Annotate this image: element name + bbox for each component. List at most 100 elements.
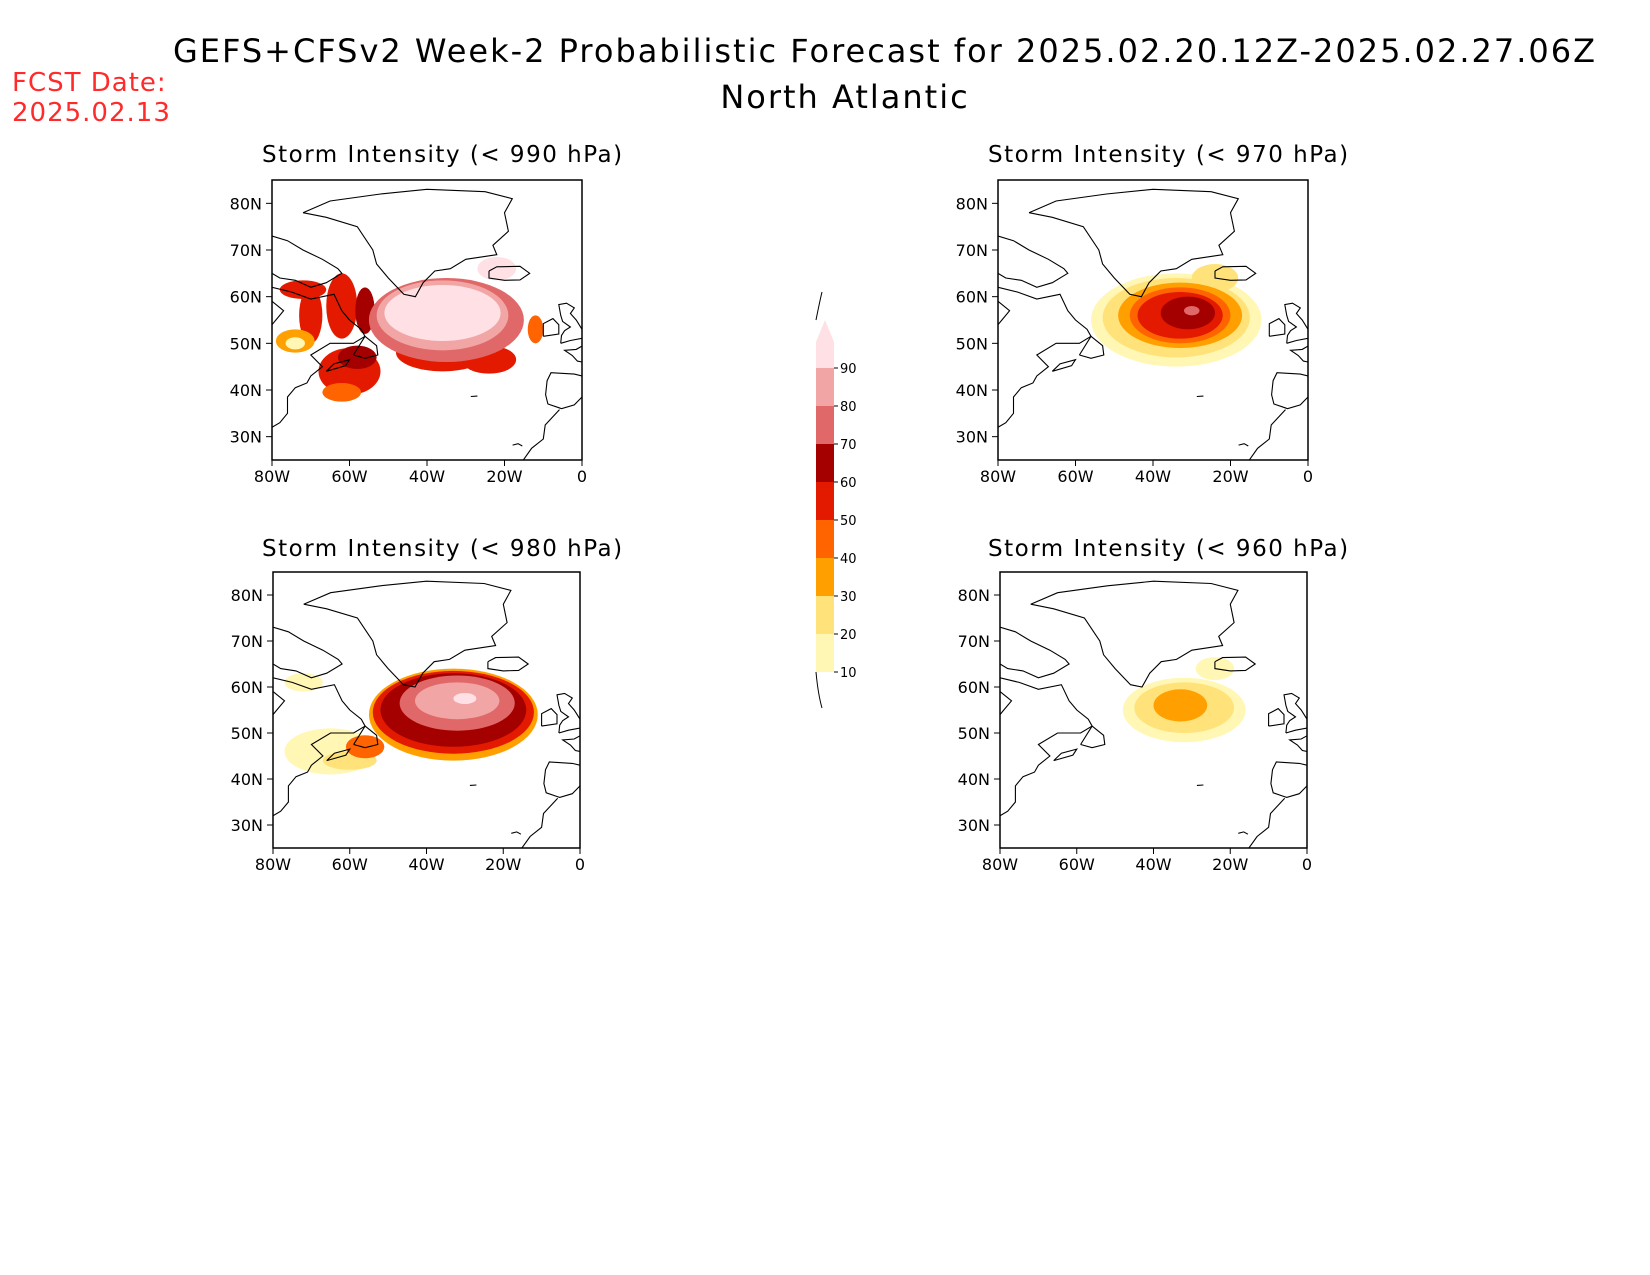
coastlines — [998, 188, 1336, 460]
lat-tick-label: 80N — [958, 586, 990, 605]
lat-tick-label: 40N — [956, 381, 988, 400]
coastline-iceland — [488, 265, 531, 281]
probability-field — [275, 257, 544, 402]
colorbar-arrow-top — [815, 291, 823, 321]
coastline-norway — [1327, 287, 1336, 306]
probability-cell-1 — [299, 287, 323, 344]
coastline-africa — [1248, 797, 1286, 848]
coastline-iberia — [545, 372, 582, 410]
colorbar-segment — [816, 634, 834, 672]
coastline-novascotia — [325, 358, 351, 372]
coastline-baffin — [272, 235, 343, 288]
coastline-newfoundland — [353, 725, 379, 749]
lat-tick-label: 50N — [956, 334, 988, 353]
colorbar-segment — [816, 368, 834, 406]
lat-tick-label: 70N — [956, 241, 988, 260]
probability-cell-15 — [477, 257, 517, 281]
lon-tick-label: 20W — [1212, 855, 1248, 874]
colorbar-segment — [816, 520, 834, 558]
lat-tick-label: 50N — [958, 724, 990, 743]
lon-tick-label: 60W — [332, 855, 368, 874]
lon-tick-label: 20W — [485, 855, 521, 874]
probability-cell-7 — [1184, 306, 1200, 316]
lat-tick-label: 30N — [958, 816, 990, 835]
coastline-uk — [556, 692, 580, 734]
lon-tick-label: 60W — [1059, 855, 1095, 874]
coastline-baffin — [1000, 626, 1070, 679]
lat-tick-label: 80N — [230, 194, 262, 213]
coastlines — [273, 580, 607, 848]
coastline-uk — [1284, 302, 1308, 344]
coastline-newfoundland — [352, 335, 379, 359]
coastline-greenland — [302, 188, 514, 298]
coastline-ireland — [1268, 707, 1285, 727]
lat-tick-label: 40N — [231, 770, 263, 789]
map-panel-960: 80N 70N 60N 50N 40N 30N 80W 60W 40W 20W 0 — [958, 571, 1312, 874]
coastline-hudson — [1000, 691, 1013, 715]
coastline-hudson — [273, 691, 286, 715]
colorbar-segment — [816, 482, 834, 520]
coastline-canaries — [511, 831, 522, 835]
colorbar-arrow-bottom — [815, 671, 823, 709]
coastline-greenland — [303, 580, 512, 688]
figure-title: GEFS+CFSv2 Week-2 Probabilistic Forecast… — [172, 32, 1598, 70]
map-panel-970: 80N 70N 60N 50N 40N 30N 80W 60W 40W 20W 0 — [956, 179, 1313, 486]
lat-tick-label: 40N — [958, 770, 990, 789]
probability-cell-3 — [285, 337, 305, 350]
coastline-labrador — [272, 286, 366, 428]
probability-cell-11 — [527, 315, 544, 344]
probability-cell-7 — [322, 383, 362, 402]
colorbar-label: 10 — [840, 666, 857, 681]
lat-tick-label: 30N — [956, 428, 988, 447]
coastline-norway — [1325, 678, 1334, 696]
probability-cell-14 — [384, 285, 501, 341]
figure-subtitle: North Atlantic — [720, 78, 970, 116]
colorbar-segment — [816, 406, 834, 444]
colorbar-segment — [816, 444, 834, 482]
colorbar-label: 80 — [840, 400, 857, 415]
lat-tick-label: 50N — [230, 334, 262, 353]
lat-tick-label: 60N — [958, 678, 990, 697]
lat-tick-label: 70N — [230, 241, 262, 260]
lon-tick-label: 80W — [980, 467, 1016, 486]
panel-title-960: Storm Intensity (< 960 hPa) — [988, 536, 1350, 562]
lon-tick-label: 80W — [255, 855, 291, 874]
coastline-france — [561, 735, 580, 752]
panel-title-970: Storm Intensity (< 970 hPa) — [988, 142, 1350, 168]
lon-tick-label: 80W — [254, 467, 290, 486]
coastline-novascotia — [1053, 748, 1079, 762]
colorbar-label: 40 — [840, 552, 857, 567]
lon-tick-label: 80W — [982, 855, 1018, 874]
lat-tick-label: 80N — [231, 586, 263, 605]
coastline-baffin — [273, 626, 343, 679]
panel-title-990: Storm Intensity (< 990 hPa) — [262, 142, 624, 168]
probability-field — [1122, 657, 1246, 743]
coastline-uk — [1283, 692, 1307, 734]
coastline-iberia — [1271, 372, 1308, 410]
coastline-canaries — [512, 443, 523, 447]
coastline-novascotia — [326, 748, 352, 762]
coastline-greenland — [1030, 580, 1239, 688]
probability-cell-3 — [345, 735, 385, 759]
lat-tick-label: 30N — [230, 428, 262, 447]
lon-tick-label: 20W — [1212, 467, 1248, 486]
coastline-africa — [1248, 409, 1286, 460]
coastline-iceland — [487, 656, 530, 672]
coastlines — [1000, 580, 1334, 848]
coastline-iceland — [1214, 656, 1257, 672]
map-panel-980: 80N 70N 60N 50N 40N 30N 80W 60W 40W 20W 0 — [231, 571, 585, 874]
coastline-canaries — [1238, 443, 1249, 447]
coastline-france — [1288, 735, 1307, 752]
coastline-africa — [521, 797, 559, 848]
coastline-ireland — [542, 317, 560, 337]
colorbar-label: 30 — [840, 590, 857, 605]
lon-tick-label: 0 — [1303, 467, 1313, 486]
fcst-date-label: FCST Date: — [12, 68, 167, 98]
colorbar-label: 90 — [840, 362, 857, 377]
coastline-iberia — [1270, 761, 1307, 798]
coastline-norway — [598, 678, 607, 696]
lon-tick-label: 0 — [1302, 855, 1312, 874]
colorbar-segment-top — [816, 320, 834, 368]
coastline-uk — [558, 302, 582, 344]
map-panel-990: 80N 70N 60N 50N 40N 30N 80W 60W 40W 20W 0 — [230, 179, 587, 486]
